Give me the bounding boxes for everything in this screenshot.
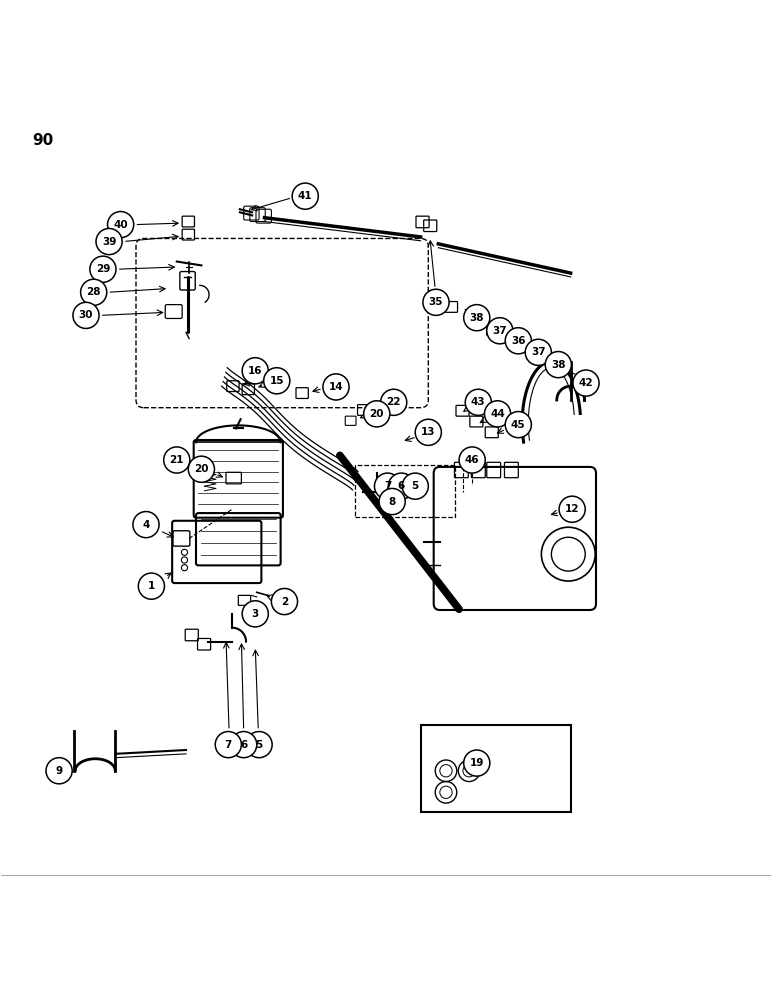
Text: 12: 12 xyxy=(565,504,580,514)
Text: 29: 29 xyxy=(96,264,110,274)
Text: 4: 4 xyxy=(142,520,150,530)
Text: 16: 16 xyxy=(248,366,262,376)
Circle shape xyxy=(73,302,99,328)
Circle shape xyxy=(423,289,449,315)
Circle shape xyxy=(374,473,401,499)
Text: 7: 7 xyxy=(384,481,391,491)
Text: 45: 45 xyxy=(511,420,526,430)
Text: 9: 9 xyxy=(56,766,63,776)
Text: 90: 90 xyxy=(32,133,53,148)
Text: 37: 37 xyxy=(493,326,507,336)
Circle shape xyxy=(231,732,257,758)
Text: 5: 5 xyxy=(411,481,419,491)
Circle shape xyxy=(138,573,164,599)
Text: 28: 28 xyxy=(86,287,101,297)
Circle shape xyxy=(485,401,510,427)
Circle shape xyxy=(246,732,273,758)
Text: 46: 46 xyxy=(465,455,479,465)
Text: 43: 43 xyxy=(471,397,486,407)
Circle shape xyxy=(96,228,122,255)
Text: 22: 22 xyxy=(387,397,401,407)
Text: 42: 42 xyxy=(579,378,594,388)
Text: 13: 13 xyxy=(421,427,435,437)
Circle shape xyxy=(459,447,486,473)
Circle shape xyxy=(323,374,349,400)
Text: 6: 6 xyxy=(398,481,405,491)
Text: 2: 2 xyxy=(281,597,288,607)
Circle shape xyxy=(242,601,269,627)
Circle shape xyxy=(292,183,318,209)
Text: 8: 8 xyxy=(388,497,396,507)
Text: 5: 5 xyxy=(256,740,262,750)
Text: 14: 14 xyxy=(329,382,344,392)
Circle shape xyxy=(545,352,571,378)
Circle shape xyxy=(559,496,585,522)
Circle shape xyxy=(242,358,269,384)
Circle shape xyxy=(90,256,116,282)
Circle shape xyxy=(381,389,407,415)
Circle shape xyxy=(415,419,442,445)
Circle shape xyxy=(188,456,215,482)
Circle shape xyxy=(505,328,531,354)
Text: 44: 44 xyxy=(490,409,505,419)
Circle shape xyxy=(464,305,490,331)
Text: 38: 38 xyxy=(469,313,484,323)
Circle shape xyxy=(46,758,72,784)
Text: 35: 35 xyxy=(428,297,443,307)
Circle shape xyxy=(215,732,242,758)
Circle shape xyxy=(487,318,513,344)
Circle shape xyxy=(402,473,428,499)
Circle shape xyxy=(379,488,405,515)
Text: 21: 21 xyxy=(170,455,184,465)
Circle shape xyxy=(466,389,492,415)
Circle shape xyxy=(464,750,490,776)
Circle shape xyxy=(272,588,297,615)
Circle shape xyxy=(364,401,390,427)
Text: 19: 19 xyxy=(469,758,484,768)
Text: 1: 1 xyxy=(147,581,155,591)
Text: 39: 39 xyxy=(102,237,117,247)
Text: 40: 40 xyxy=(113,220,128,230)
Circle shape xyxy=(107,212,134,238)
Circle shape xyxy=(573,370,599,396)
Circle shape xyxy=(264,368,290,394)
Text: 20: 20 xyxy=(194,464,208,474)
Text: 41: 41 xyxy=(298,191,313,201)
Circle shape xyxy=(164,447,190,473)
Text: 36: 36 xyxy=(511,336,526,346)
Circle shape xyxy=(505,412,531,438)
Text: 38: 38 xyxy=(551,360,566,370)
Text: 30: 30 xyxy=(79,310,93,320)
Circle shape xyxy=(80,279,107,305)
Circle shape xyxy=(525,339,551,365)
Circle shape xyxy=(133,512,159,538)
Text: 15: 15 xyxy=(269,376,284,386)
Text: 7: 7 xyxy=(225,740,232,750)
Text: 3: 3 xyxy=(252,609,259,619)
Text: 37: 37 xyxy=(531,347,546,357)
Text: 6: 6 xyxy=(240,740,247,750)
Circle shape xyxy=(388,473,415,499)
Text: 20: 20 xyxy=(370,409,384,419)
